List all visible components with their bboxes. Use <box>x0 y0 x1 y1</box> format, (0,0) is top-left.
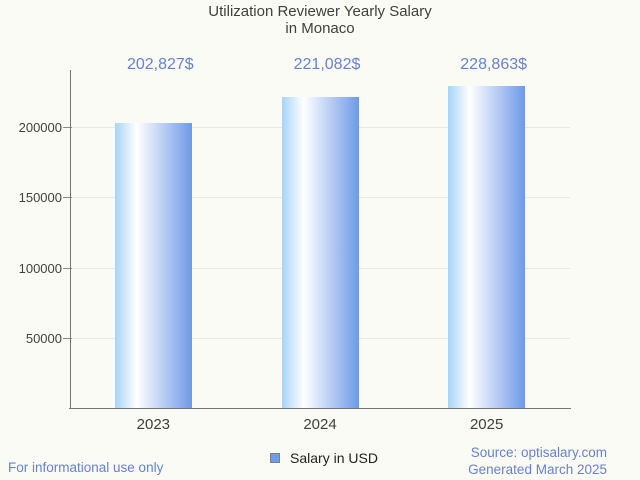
source-attribution: Source: optisalary.com Generated March 2… <box>468 444 607 478</box>
y-tick-mark <box>63 127 72 128</box>
chart-legend: Salary in USD <box>4 450 640 466</box>
bar-2025[interactable] <box>448 86 526 408</box>
x-axis-category-label: 2024 <box>303 416 337 433</box>
disclaimer-text: For informational use only <box>8 460 164 475</box>
x-axis-line <box>69 408 571 409</box>
chart-title-line1: Utilization Reviewer Yearly Salary <box>208 3 432 20</box>
bar-2023[interactable] <box>114 123 192 408</box>
x-axis-category-label: 2023 <box>136 416 171 433</box>
bar-2024[interactable] <box>281 97 359 408</box>
bar-value-label: 221,082$ <box>293 56 361 73</box>
y-tick-label: 150000 <box>18 190 62 205</box>
generated-text: Generated March 2025 <box>468 462 607 477</box>
y-tick-label: 100000 <box>18 261 62 276</box>
y-tick-mark <box>63 338 72 339</box>
chart-title-line2: in Monaco <box>285 20 355 37</box>
y-axis-line <box>70 70 71 409</box>
y-tick-label: 50000 <box>25 331 62 346</box>
y-tick-mark <box>63 197 72 198</box>
bar-value-label: 202,827$ <box>126 56 194 73</box>
chart-title: Utilization Reviewer Yearly Salary in Mo… <box>0 3 640 37</box>
legend-label: Salary in USD <box>290 450 378 466</box>
bar-value-label: 228,863$ <box>460 56 528 73</box>
y-tick-label: 200000 <box>18 120 62 135</box>
y-tick-mark <box>63 268 72 269</box>
source-text: Source: optisalary.com <box>470 445 607 460</box>
legend-marker-icon <box>270 453 281 463</box>
x-axis-category-label: 2025 <box>469 416 504 433</box>
